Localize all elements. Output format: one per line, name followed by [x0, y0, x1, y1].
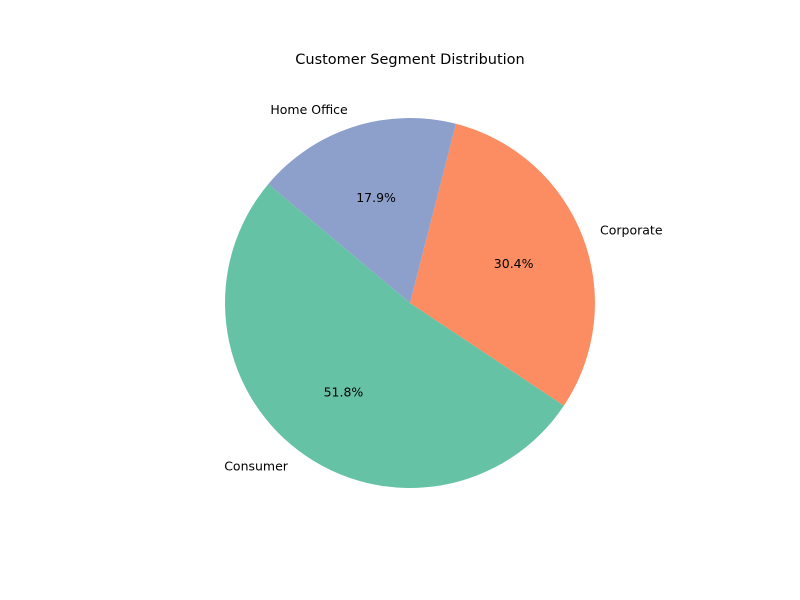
slice-percent-home-office: 17.9%	[356, 190, 396, 205]
pie-labels: Consumer 51.8% Corporate 30.4% Home Office 17…	[224, 102, 663, 474]
pie-slices	[225, 117, 595, 488]
slice-label-consumer: Consumer	[224, 458, 289, 473]
slice-percent-consumer: 51.8%	[324, 384, 364, 399]
pie-slice-consumer	[225, 184, 564, 488]
slice-label-home-office: Home Office	[270, 102, 348, 117]
chart-title: Customer Segment Distribution	[295, 52, 525, 68]
slice-percent-corporate: 30.4%	[494, 256, 534, 271]
pie-slice-corporate	[410, 123, 595, 406]
slice-label-corporate: Corporate	[600, 223, 663, 238]
pie-slice-home-office	[268, 117, 456, 304]
